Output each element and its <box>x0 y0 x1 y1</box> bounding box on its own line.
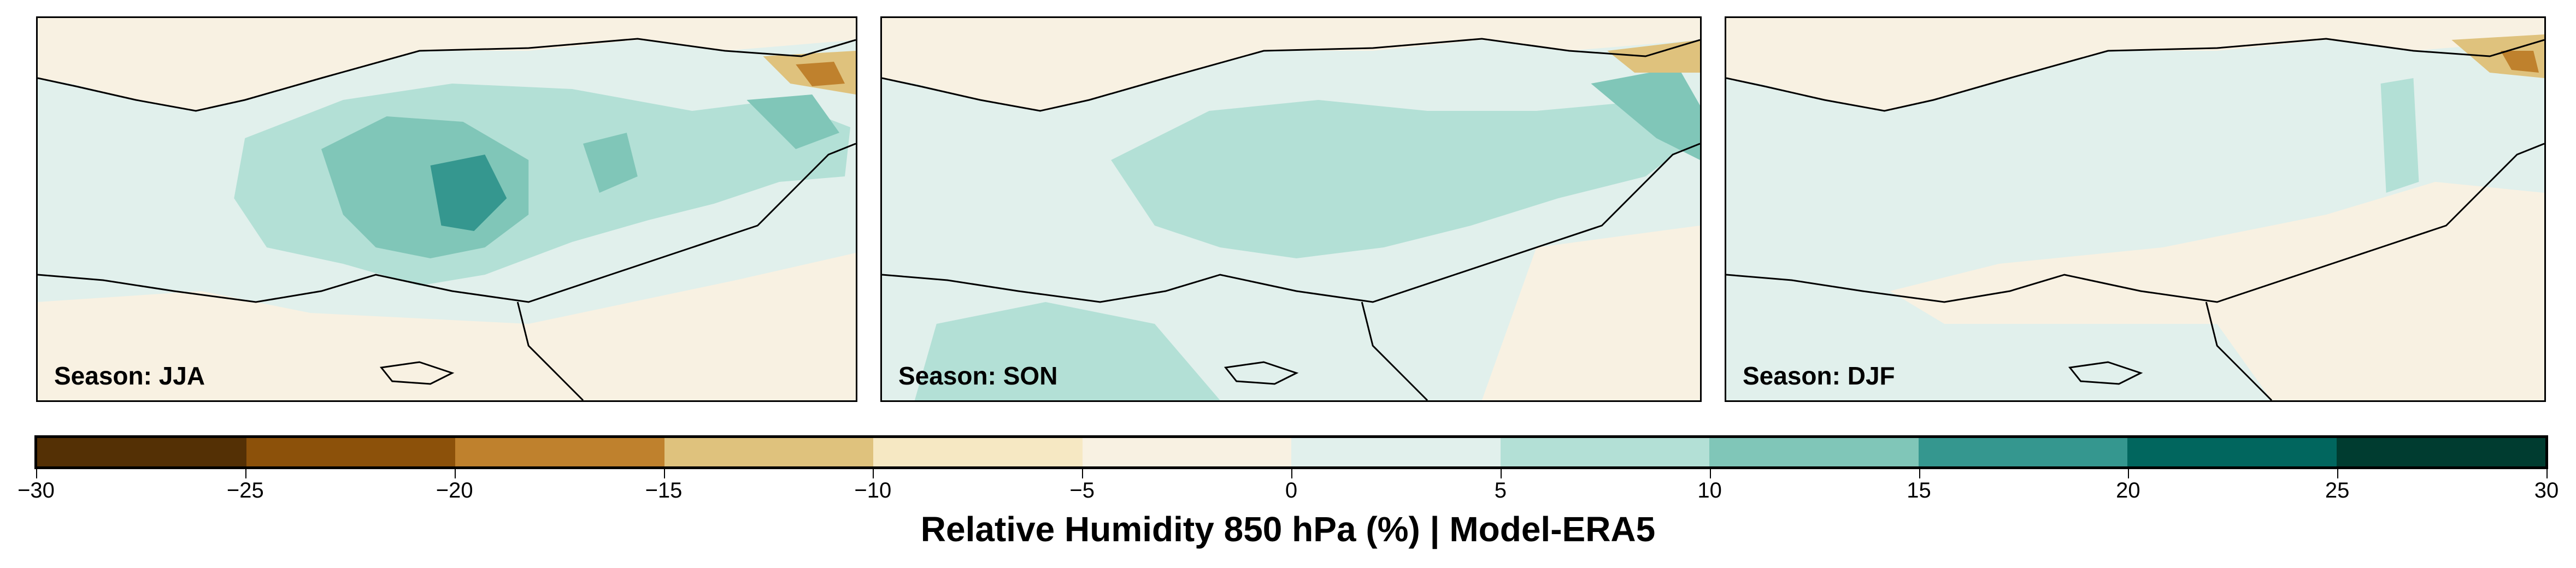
colorbar-tick-label: −30 <box>17 478 55 502</box>
colorbar-tick-mark <box>873 469 874 478</box>
colorbar-bin <box>2127 438 2337 466</box>
colorbar-bin <box>664 438 873 466</box>
colorbar-bin <box>1918 438 2127 466</box>
anomaly-map-djf <box>1726 18 2544 400</box>
season-label: Season: SON <box>898 362 1058 390</box>
colorbar-tick-mark <box>454 469 456 478</box>
colorbar-tick-label: 25 <box>2325 478 2350 502</box>
colorbar-bin <box>1709 438 1919 466</box>
colorbar-tick-label: −25 <box>226 478 264 502</box>
colorbar-bin <box>1082 438 1291 466</box>
colorbar-title: Relative Humidity 850 hPa (%) | Model-ER… <box>920 510 1656 549</box>
colorbar-tick-label: 20 <box>2116 478 2140 502</box>
colorbar-tick-label: 5 <box>1494 478 1507 502</box>
colorbar-tick-mark <box>1082 469 1084 478</box>
colorbar-tick-mark <box>2128 469 2130 478</box>
colorbar-tick-mark <box>1709 469 1711 478</box>
map-panel-son: Season: SON <box>880 16 1702 402</box>
colorbar-tick-mark <box>1500 469 1502 478</box>
map-panel-djf: Season: DJF <box>1725 16 2546 402</box>
colorbar-tick-label: −5 <box>1069 478 1095 502</box>
colorbar-ticks: −30 −25 −20 −15 −10 −5 0 5 10 15 20 25 30 <box>17 469 2559 502</box>
map-panel-jja: Season: JJA <box>36 16 857 402</box>
colorbar-tick-mark <box>2546 469 2548 478</box>
colorbar-tick-mark <box>245 469 246 478</box>
colorbar-bin <box>873 438 1083 466</box>
colorbar-tick-mark <box>1919 469 1920 478</box>
colorbar-tick-label: −10 <box>854 478 892 502</box>
season-label: Season: DJF <box>1743 362 1895 390</box>
colorbar-bin <box>1291 438 1501 466</box>
colorbar-tick-label: 30 <box>2534 478 2559 502</box>
colorbar-bin <box>246 438 455 466</box>
colorbar-tick-label: 15 <box>1907 478 1931 502</box>
colorbar-bin <box>1500 438 1709 466</box>
colorbar <box>34 435 2548 469</box>
colorbar-bin <box>455 438 664 466</box>
anomaly-map-son <box>882 18 1700 400</box>
colorbar-bin <box>2336 438 2545 466</box>
colorbar-tick-label: 10 <box>1697 478 1722 502</box>
colorbar-tick-label: −20 <box>436 478 473 502</box>
colorbar-tick-mark <box>2337 469 2339 478</box>
colorbar-tick-mark <box>36 469 37 478</box>
colorbar-tick-label: 0 <box>1285 478 1298 502</box>
anomaly-map-jja <box>38 18 856 400</box>
season-label: Season: JJA <box>54 362 205 390</box>
colorbar-tick-mark <box>663 469 665 478</box>
colorbar-bin <box>37 438 246 466</box>
colorbar-tick-label: −15 <box>645 478 683 502</box>
colorbar-tick-mark <box>1291 469 1292 478</box>
